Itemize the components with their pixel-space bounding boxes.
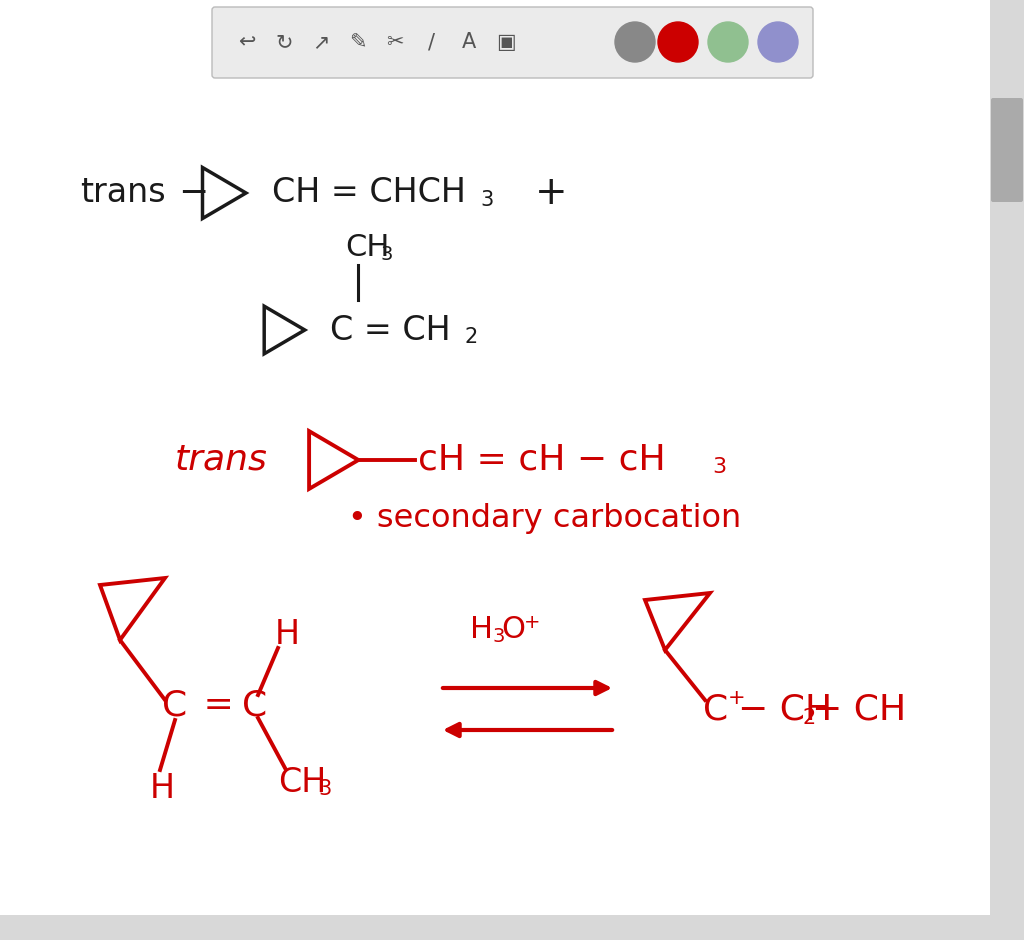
Text: C: C: [242, 688, 267, 722]
FancyBboxPatch shape: [991, 98, 1023, 202]
Text: A: A: [462, 32, 476, 52]
Text: 2: 2: [802, 708, 815, 728]
Text: 3: 3: [492, 628, 505, 647]
Bar: [990, 0, 1024, 940]
Text: C = CH: C = CH: [330, 314, 451, 347]
Circle shape: [708, 22, 748, 62]
Text: ✂: ✂: [386, 32, 403, 52]
Text: cH = cH − cH: cH = cH − cH: [418, 443, 666, 477]
Text: +: +: [524, 613, 541, 632]
Text: ▣: ▣: [496, 32, 516, 52]
Text: CH: CH: [278, 765, 327, 798]
Text: =: =: [193, 688, 246, 722]
Circle shape: [658, 22, 698, 62]
Text: /: /: [428, 32, 435, 52]
Text: ↗: ↗: [312, 32, 330, 52]
Text: H: H: [275, 619, 300, 651]
Text: 3: 3: [380, 245, 392, 264]
Text: ↩: ↩: [239, 32, 256, 52]
Text: +: +: [728, 688, 745, 708]
Text: 3: 3: [318, 779, 331, 799]
Text: H: H: [470, 616, 493, 645]
Text: 2: 2: [465, 327, 478, 347]
Text: trans: trans: [175, 443, 268, 477]
Text: C: C: [162, 688, 187, 722]
Text: CH = CHCH: CH = CHCH: [272, 177, 466, 210]
Text: H: H: [150, 772, 175, 805]
Text: C: C: [703, 693, 728, 727]
Text: • secondary carbocation: • secondary carbocation: [348, 503, 741, 534]
Text: ✎: ✎: [349, 32, 367, 52]
Text: −: −: [178, 176, 208, 210]
Text: − CH: − CH: [738, 693, 833, 727]
Text: − CH: − CH: [812, 693, 906, 727]
Text: 3: 3: [480, 190, 494, 210]
FancyBboxPatch shape: [212, 7, 813, 78]
Bar: [0, 915, 990, 940]
Text: ↻: ↻: [275, 32, 293, 52]
Text: +: +: [535, 174, 567, 212]
Circle shape: [758, 22, 798, 62]
Text: trans: trans: [80, 177, 166, 210]
Text: CH: CH: [345, 233, 389, 262]
Text: O: O: [501, 616, 525, 645]
Text: 3: 3: [712, 457, 726, 477]
Circle shape: [615, 22, 655, 62]
